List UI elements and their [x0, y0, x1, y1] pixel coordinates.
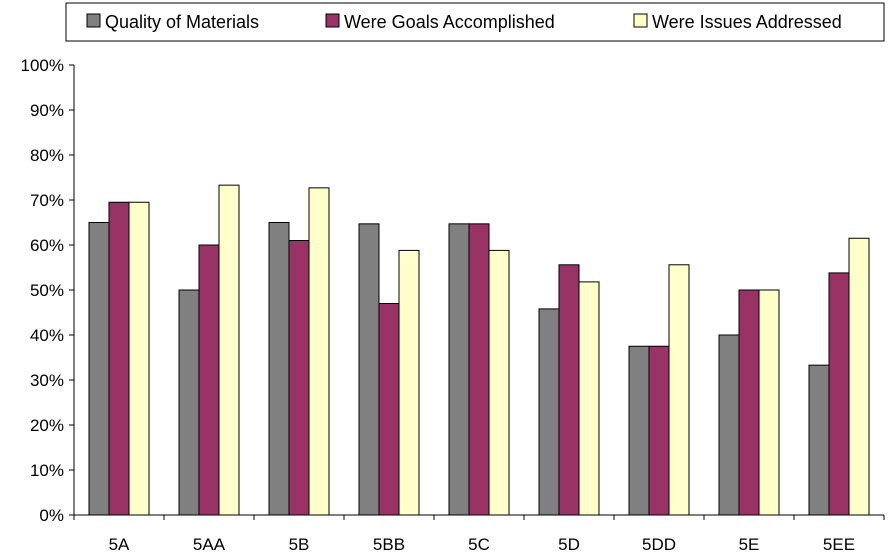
x-tick-label: 5A	[109, 535, 130, 554]
bar	[558, 264, 580, 516]
y-tick-label: 20%	[30, 416, 64, 435]
y-tick-label: 30%	[30, 371, 64, 390]
y-tick-label: 100%	[21, 56, 64, 75]
bar	[468, 223, 490, 516]
bar	[218, 184, 240, 516]
bar	[828, 272, 850, 516]
x-tick-label: 5E	[739, 535, 760, 554]
bar	[578, 281, 600, 516]
bar	[488, 249, 510, 516]
legend-swatch	[325, 13, 340, 28]
y-tick-label: 60%	[30, 236, 64, 255]
bar	[848, 237, 870, 516]
legend-swatch	[633, 13, 648, 28]
plot-area: 0% 10% 20% 30% 40% 50% 60% 70% 80% 90% 100% 5A 5AA 5B…	[21, 56, 885, 554]
bar	[808, 364, 830, 516]
legend: Quality of Materials Were Goals Accomplis…	[65, 2, 885, 42]
bar	[268, 222, 290, 516]
bar	[758, 289, 780, 516]
x-tick-label: 5B	[289, 535, 310, 554]
bar	[308, 187, 330, 516]
bar	[718, 334, 740, 516]
bar	[108, 201, 130, 516]
y-tick-label: 80%	[30, 146, 64, 165]
bar	[738, 289, 760, 516]
y-tick-label: 0%	[39, 506, 64, 525]
y-tick-label: 90%	[30, 101, 64, 120]
bar	[198, 244, 220, 516]
bar	[668, 264, 690, 516]
bar	[648, 345, 670, 516]
y-tick-label: 50%	[30, 281, 64, 300]
bar	[88, 222, 110, 516]
legend-swatch	[86, 13, 101, 28]
bar	[398, 249, 420, 516]
x-tick-label: 5C	[468, 535, 490, 554]
x-tick-label: 5DD	[642, 535, 676, 554]
bar	[378, 303, 400, 516]
legend-label: Were Issues Addressed	[652, 12, 842, 32]
y-tick-label: 40%	[30, 326, 64, 345]
bar	[128, 201, 150, 516]
bar	[538, 308, 560, 516]
legend-label: Quality of Materials	[105, 12, 259, 32]
bar	[628, 345, 650, 516]
bar	[178, 289, 200, 516]
x-tick-label: 5EE	[823, 535, 855, 554]
legend-label: Were Goals Accomplished	[344, 12, 555, 32]
y-tick-label: 10%	[30, 461, 64, 480]
legend-box	[65, 2, 885, 42]
y-tick-label: 70%	[30, 191, 64, 210]
bar	[288, 240, 310, 516]
x-tick-label: 5BB	[373, 535, 405, 554]
bar	[448, 223, 470, 516]
x-tick-label: 5D	[558, 535, 580, 554]
x-tick-label: 5AA	[193, 535, 226, 554]
bar	[358, 223, 380, 516]
